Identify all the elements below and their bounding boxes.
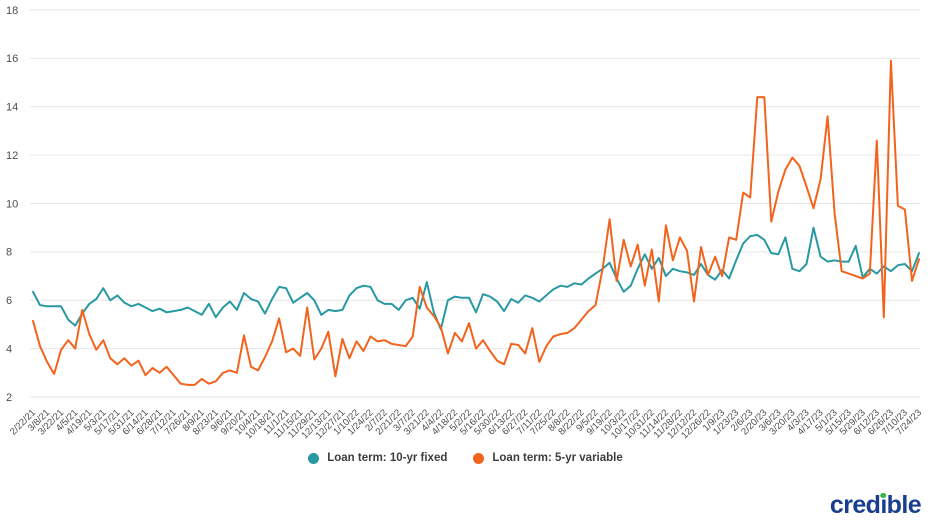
series-line-loan-term-10-yr-fixed	[32, 226, 920, 331]
legend-item-5yr-variable[interactable]: Loan term: 5-yr variable	[473, 452, 623, 464]
y-tick-label: 2	[6, 392, 12, 404]
legend-item-10yr-fixed[interactable]: Loan term: 10-yr fixed	[308, 452, 447, 464]
credible-logo: credı ble	[829, 491, 922, 519]
logo-i-dot-icon	[880, 492, 887, 498]
logo-text-post: ble	[886, 491, 922, 519]
logo-text-pre: cred	[829, 491, 881, 519]
legend-label-10yr-fixed: Loan term: 10-yr fixed	[327, 452, 448, 464]
y-tick-label: 6	[6, 295, 12, 307]
legend-swatch-5yr-variable-icon	[473, 452, 485, 464]
chart-legend: Loan term: 10-yr fixed Loan term: 5-yr v…	[0, 452, 931, 464]
legend-label-5yr-variable: Loan term: 5-yr variable	[492, 452, 623, 464]
y-tick-label: 12	[6, 150, 18, 162]
y-tick-label: 10	[6, 198, 18, 210]
legend-swatch-10yr-fixed-icon	[308, 452, 320, 464]
y-tick-label: 18	[6, 5, 18, 17]
y-tick-label: 8	[6, 247, 12, 259]
y-tick-label: 4	[6, 343, 12, 355]
y-tick-label: 14	[6, 102, 18, 114]
series-line-loan-term-5-yr-variable	[32, 59, 920, 386]
y-tick-label: 16	[6, 53, 18, 65]
logo-text-i: ı	[880, 491, 887, 519]
